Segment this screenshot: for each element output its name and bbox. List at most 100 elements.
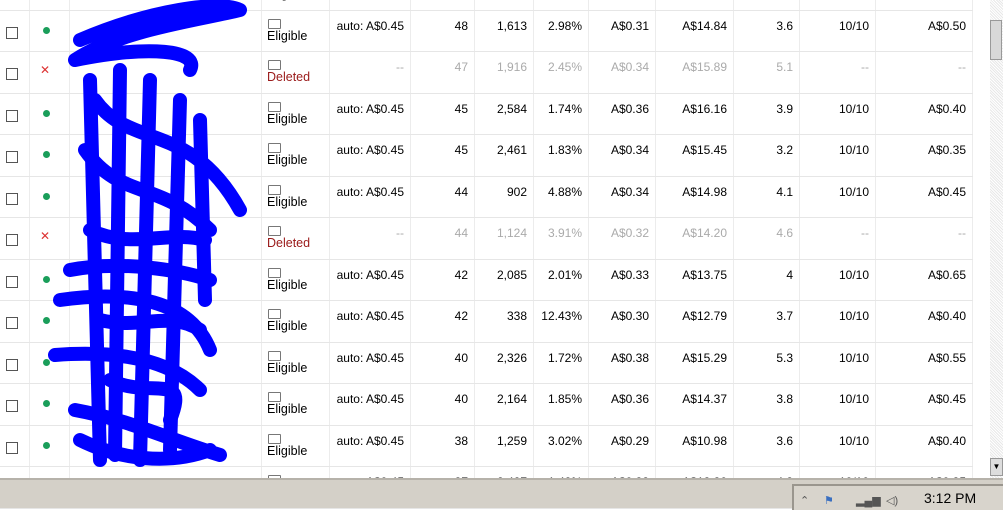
cost: A$15.89 [656,52,734,93]
row-checkbox[interactable] [6,26,18,39]
serving-status: Eligible [267,402,308,416]
keyword-cell[interactable] [70,176,262,217]
cost: A$12.79 [656,301,734,342]
row-checkbox-cell [0,135,30,176]
serving-status: Eligible [267,319,308,333]
keyword-cell[interactable] [70,0,262,10]
table-row: Eligible auto: A$0.45 45 2,461 1.83% A$0… [0,135,973,177]
first-page-bid: A$0.45 [876,176,973,217]
serving-status: Eligible [267,360,308,375]
cost: A$14.84 [656,10,734,51]
max-cpc[interactable]: auto: A$0.45 [330,301,411,342]
impressions: 1,259 [475,425,534,466]
clicks: 44 [411,218,475,259]
row-checkbox[interactable] [6,151,18,163]
impressions: 2,326 [475,342,534,383]
row-checkbox[interactable] [6,275,18,288]
avg-cpc: A$0.36 [589,384,656,425]
speech-bubble-icon[interactable] [268,226,281,236]
impressions: 2,584 [475,93,534,134]
avg-cpc: A$0.32 [589,218,656,259]
first-page-bid: A$0.50 [876,0,973,10]
enabled-dot-icon [43,358,50,366]
keyword-cell[interactable] [70,218,262,259]
clock[interactable]: 3:12 PM [924,490,977,506]
max-cpc[interactable]: auto: A$0.45 [330,10,411,51]
avg-position: 3.6 [734,0,800,10]
quality-score: 10/10 [800,93,876,134]
speech-bubble-icon[interactable] [268,101,281,112]
speech-bubble-icon[interactable] [268,60,281,70]
quality-score: 10/10 [800,384,876,425]
table-row: ✕ Deleted -- 47 1,916 2.45% A$0.34 A$15.… [0,52,973,94]
avg-cpc: A$0.34 [589,52,656,93]
row-checkbox[interactable] [6,109,18,122]
row-checkbox[interactable] [6,317,18,329]
max-cpc[interactable]: auto: A$0.45 [330,425,411,466]
avg-position: 3.2 [734,135,800,176]
deleted-x-icon: ✕ [40,63,51,77]
speech-bubble-icon[interactable] [268,392,281,402]
speech-bubble-icon[interactable] [268,143,281,153]
keyword-cell[interactable] [70,135,262,176]
volume-icon[interactable]: ◁) [886,495,899,507]
avg-position: 5.3 [734,342,800,383]
max-cpc[interactable]: -- [330,218,411,259]
max-cpc[interactable]: -- [330,52,411,93]
avg-cpc: A$0.38 [589,342,656,383]
enabled-dot-icon [43,441,50,449]
keyword-cell[interactable] [70,384,262,425]
speech-bubble-icon[interactable] [268,433,281,444]
cost: A$14.98 [656,176,734,217]
row-checkbox[interactable] [6,68,18,80]
max-cpc[interactable]: auto: A$0.45 [330,259,411,300]
scrollbar-thumb[interactable] [990,20,1002,60]
keyword-cell[interactable] [70,342,262,383]
max-cpc[interactable]: auto: A$0.45 [330,135,411,176]
first-page-bid: A$0.40 [876,425,973,466]
row-checkbox-cell [0,425,30,466]
action-center-icon[interactable]: ⚑ [824,495,834,507]
status-cell [30,135,70,176]
keyword-cell[interactable] [70,93,262,134]
max-cpc[interactable]: auto: A$0.45 [330,0,411,10]
row-checkbox-cell [0,176,30,217]
scroll-down-arrow[interactable]: ▼ [990,458,1003,476]
first-page-bid: -- [876,52,973,93]
max-cpc[interactable]: auto: A$0.45 [330,384,411,425]
speech-bubble-icon[interactable] [268,309,281,319]
speech-bubble-icon[interactable] [268,18,281,29]
row-checkbox[interactable] [6,358,18,371]
avg-position: 4 [734,259,800,300]
avg-cpc: A$0.34 [589,176,656,217]
avg-cpc: A$0.36 [589,93,656,134]
keyword-cell[interactable] [70,425,262,466]
speech-bubble-icon[interactable] [268,267,281,278]
keyword-cell[interactable] [70,259,262,300]
vertical-scrollbar[interactable]: ▼ [990,0,1003,478]
ctr: 4.88% [534,176,589,217]
quality-score: -- [800,218,876,259]
row-checkbox[interactable] [6,234,18,246]
serving-status: Eligible [267,111,308,126]
network-icon[interactable]: ▂▄▆ [856,495,881,507]
enabled-dot-icon [43,151,50,158]
row-checkbox[interactable] [6,400,18,412]
speech-bubble-icon[interactable] [268,184,281,195]
first-page-bid: A$0.35 [876,135,973,176]
speech-bubble-icon[interactable] [268,350,281,361]
keyword-cell[interactable] [70,52,262,93]
row-checkbox[interactable] [6,441,18,454]
row-checkbox[interactable] [6,192,18,205]
max-cpc[interactable]: auto: A$0.45 [330,342,411,383]
clicks: 44 [411,176,475,217]
max-cpc[interactable]: auto: A$0.45 [330,176,411,217]
serving-status-cell: Eligible [262,10,330,51]
keyword-cell[interactable] [70,301,262,342]
ctr: 3.91% [534,218,589,259]
show-hidden-icons-icon[interactable]: ⌃ [800,495,810,507]
cost: A$14.84 [656,0,734,10]
keyword-cell[interactable] [70,10,262,51]
row-checkbox-cell [0,384,30,425]
max-cpc[interactable]: auto: A$0.45 [330,93,411,134]
